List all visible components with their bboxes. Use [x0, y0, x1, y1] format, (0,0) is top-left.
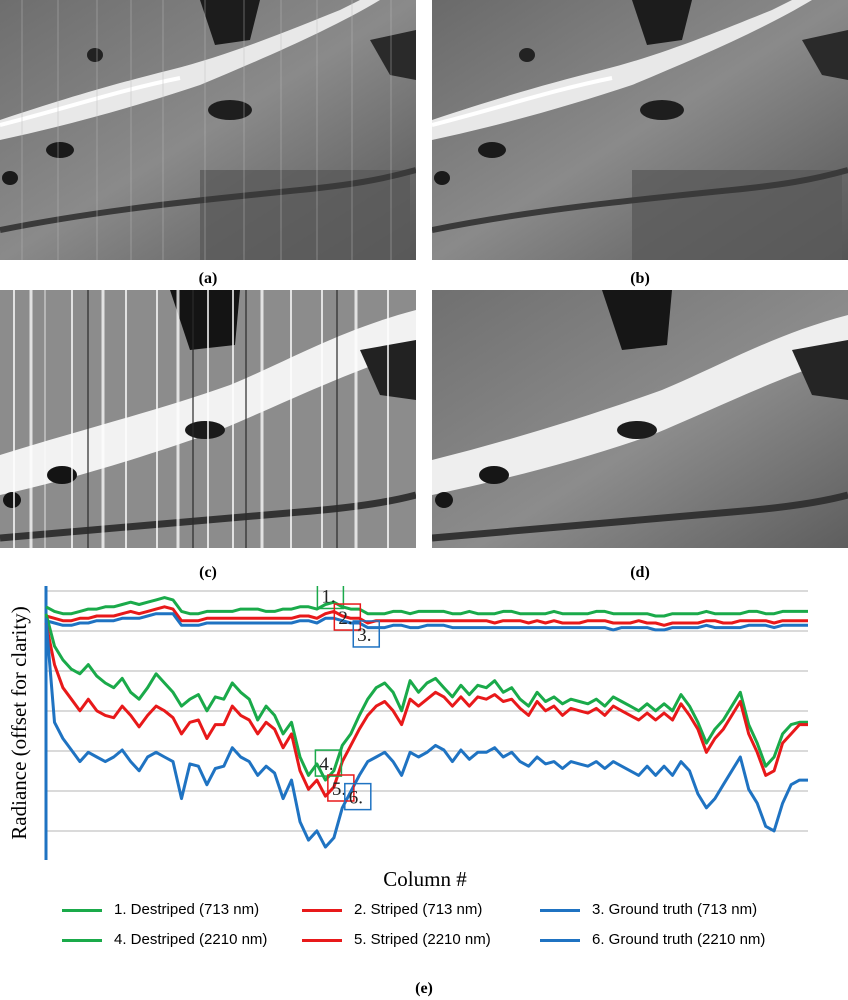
radiance-line-chart: 1.2.3. 4. 5. 6. Radiance (offset for clarit…	[7, 586, 808, 891]
series-line-2	[45, 605, 808, 627]
image-panel-d	[432, 290, 848, 548]
caption-c: (c)	[199, 564, 217, 581]
y-axis-label: Radiance (offset for clarity)	[7, 606, 31, 839]
series-marker-1: 1.	[316, 586, 345, 610]
legend-label: 5. Striped (2210 nm)	[354, 931, 491, 948]
caption-b: (b)	[630, 270, 650, 287]
legend-label: 4. Destriped (2210 nm)	[114, 931, 268, 948]
series-line-4	[44, 613, 808, 782]
series-marker-label: 1.	[321, 586, 335, 607]
legend-label: 6. Ground truth (2210 nm)	[592, 931, 766, 948]
series-line-1	[45, 596, 808, 618]
series-layer	[44, 596, 808, 849]
legend-label: 2. Striped (713 nm)	[354, 901, 483, 918]
legend-swatch	[302, 939, 342, 942]
terrain-image-c	[0, 290, 416, 548]
series-marker-3: 3.	[352, 620, 381, 648]
legend-label: 1. Destriped (713 nm)	[114, 901, 260, 918]
legend-swatch	[540, 909, 580, 912]
legend-label: 3. Ground truth (713 nm)	[592, 901, 758, 918]
caption-a: (a)	[198, 270, 218, 287]
legend-swatch	[540, 939, 580, 942]
legend-swatch	[62, 909, 102, 912]
chart-legend: 1. Destriped (713 nm) 2. Striped (713 nm)…	[0, 900, 848, 960]
legend-swatch	[302, 909, 342, 912]
terrain-image-a	[0, 0, 416, 260]
image-panel-c	[0, 290, 416, 548]
terrain-image-d	[432, 290, 848, 548]
series-line-6	[44, 618, 808, 849]
series-marker-label: 3.	[357, 625, 371, 646]
series-line-5	[44, 622, 808, 798]
series-marker-label: 4.	[319, 754, 333, 775]
series-marker-5: 5.	[327, 774, 355, 802]
series-marker-label: 2.	[338, 608, 352, 629]
x-axis-label: Column #	[383, 867, 467, 891]
series-marker-2: 2.	[333, 603, 362, 631]
series-marker-label: 5.	[332, 779, 346, 800]
caption-d: (d)	[630, 564, 650, 581]
terrain-image-b	[432, 0, 848, 260]
legend-swatch	[62, 939, 102, 942]
series-marker-layer: 1.2.3. 4. 5. 6.	[314, 586, 381, 811]
series-marker-6: 6.	[344, 782, 372, 811]
chart-gridlines	[46, 590, 808, 832]
image-panel-b	[432, 0, 848, 260]
series-line-3	[45, 612, 808, 632]
caption-e: (e)	[415, 980, 433, 997]
series-marker-label: 6.	[349, 788, 363, 809]
image-panel-a	[0, 0, 416, 260]
